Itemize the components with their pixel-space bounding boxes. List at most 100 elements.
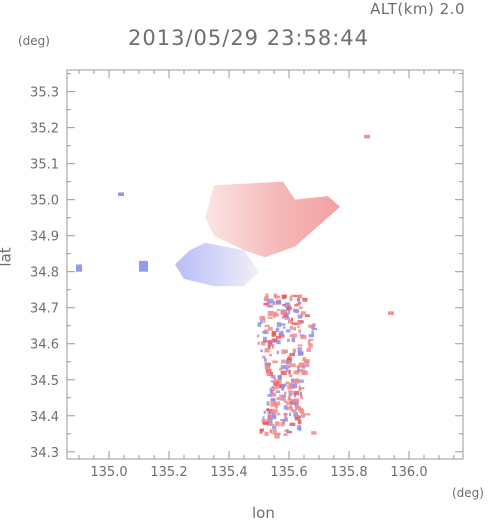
echo-pixel [262,416,265,420]
echo-pixel [265,293,269,298]
echo-pixel [289,399,296,403]
echo-pixel [269,414,274,419]
y-tick-label: 34.3 [30,446,59,461]
echo-pixel [275,421,280,427]
echo-pixel [293,393,297,398]
echo-pixel [261,419,267,424]
echo-pixel [286,430,292,434]
echo-pixel [280,359,287,364]
echo-pixel [286,406,291,410]
echo-pixel [285,367,289,372]
echo-pixel [264,324,270,327]
echo-pixel [270,402,277,407]
echo-pixel [300,412,306,418]
echo-pixel [304,359,310,364]
echo-pixel [291,333,297,338]
echo-pixel [269,429,272,434]
echo-pixel [288,382,292,386]
echo-pixel [264,347,269,351]
echo-pixel [281,316,285,319]
echo-pixel [267,344,271,350]
echo-pixel [297,366,300,371]
echo-pixel [266,409,273,412]
echo-pixel [264,366,270,370]
echo-pixel [298,369,303,373]
region-negative [139,260,148,272]
echo-pixel [262,422,269,425]
echo-pixel [273,378,277,383]
echo-pixel [280,385,285,391]
echo-pixel [272,392,277,397]
echo-pixel [294,379,301,383]
echo-pixel [300,395,303,400]
echo-pixel [256,334,260,338]
echo-pixel [308,324,314,328]
y-tick-label: 34.7 [30,302,59,317]
echo-pixel [262,340,269,343]
echo-pixel [288,397,291,401]
echo-pixel [290,378,294,384]
echo-pixel [300,311,307,315]
echo-pixel [265,368,272,374]
echo-pixel [271,398,276,402]
echo-pixel [295,378,300,382]
echo-pixel [291,381,295,384]
echo-pixel [297,325,300,329]
echo-pixel [284,412,288,418]
echo-pixel [293,327,297,331]
echo-pixel [311,323,316,327]
echo-pixel [287,385,293,390]
echo-pixel [298,306,303,309]
echo-pixel [280,311,287,315]
echo-pixel [261,341,266,346]
echo-pixel [286,329,291,333]
echo-pixel [308,334,312,338]
echo-pixel [300,335,307,340]
y-tick-label: 35.1 [30,158,59,173]
echo-pixel [283,312,288,318]
echo-pixel [276,322,282,327]
echo-pixel [291,409,297,413]
echo-pixel [281,294,286,300]
echo-pixel [273,382,278,386]
echo-pixel [257,322,262,327]
echo-pixel [257,341,261,345]
echo-pixel [285,381,290,385]
echo-pixel [283,405,288,410]
echo-pixel [287,307,293,311]
echo-pixel [310,334,315,338]
echo-pixel [262,331,268,334]
echo-pixel [280,370,287,376]
y-axis-unit: (deg) [18,34,50,48]
x-axis-unit: (deg) [452,486,484,500]
echo-pixel [312,327,318,331]
y-tick-label: 34.6 [30,338,59,353]
echo-pixel [297,368,300,372]
echo-pixel [297,419,302,425]
echo-pixel [293,390,299,396]
echo-pixel [264,431,269,437]
echo-pixel [276,397,283,401]
echo-pixel [304,314,310,318]
echo-pixel [284,417,289,422]
echo-pixel [267,310,274,316]
echo-pixel [266,362,271,366]
echo-pixel [263,319,266,323]
echo-pixel [266,371,271,377]
echo-pixel [298,362,305,368]
echo-pixel [264,357,267,362]
echo-pixel [267,298,274,304]
echo-pixel [263,298,268,301]
echo-pixel [282,419,285,423]
echo-pixel [302,297,308,302]
echo-pixel [282,303,286,307]
echo-pixel [283,433,288,436]
echo-pixel [271,413,275,418]
x-tick-label: 135.0 [90,465,127,480]
echo-pixel [277,300,282,305]
echo-pixel [288,365,291,369]
y-tick-label: 35.3 [30,86,59,101]
echo-pixel [264,361,268,366]
echo-pixel [298,301,302,305]
